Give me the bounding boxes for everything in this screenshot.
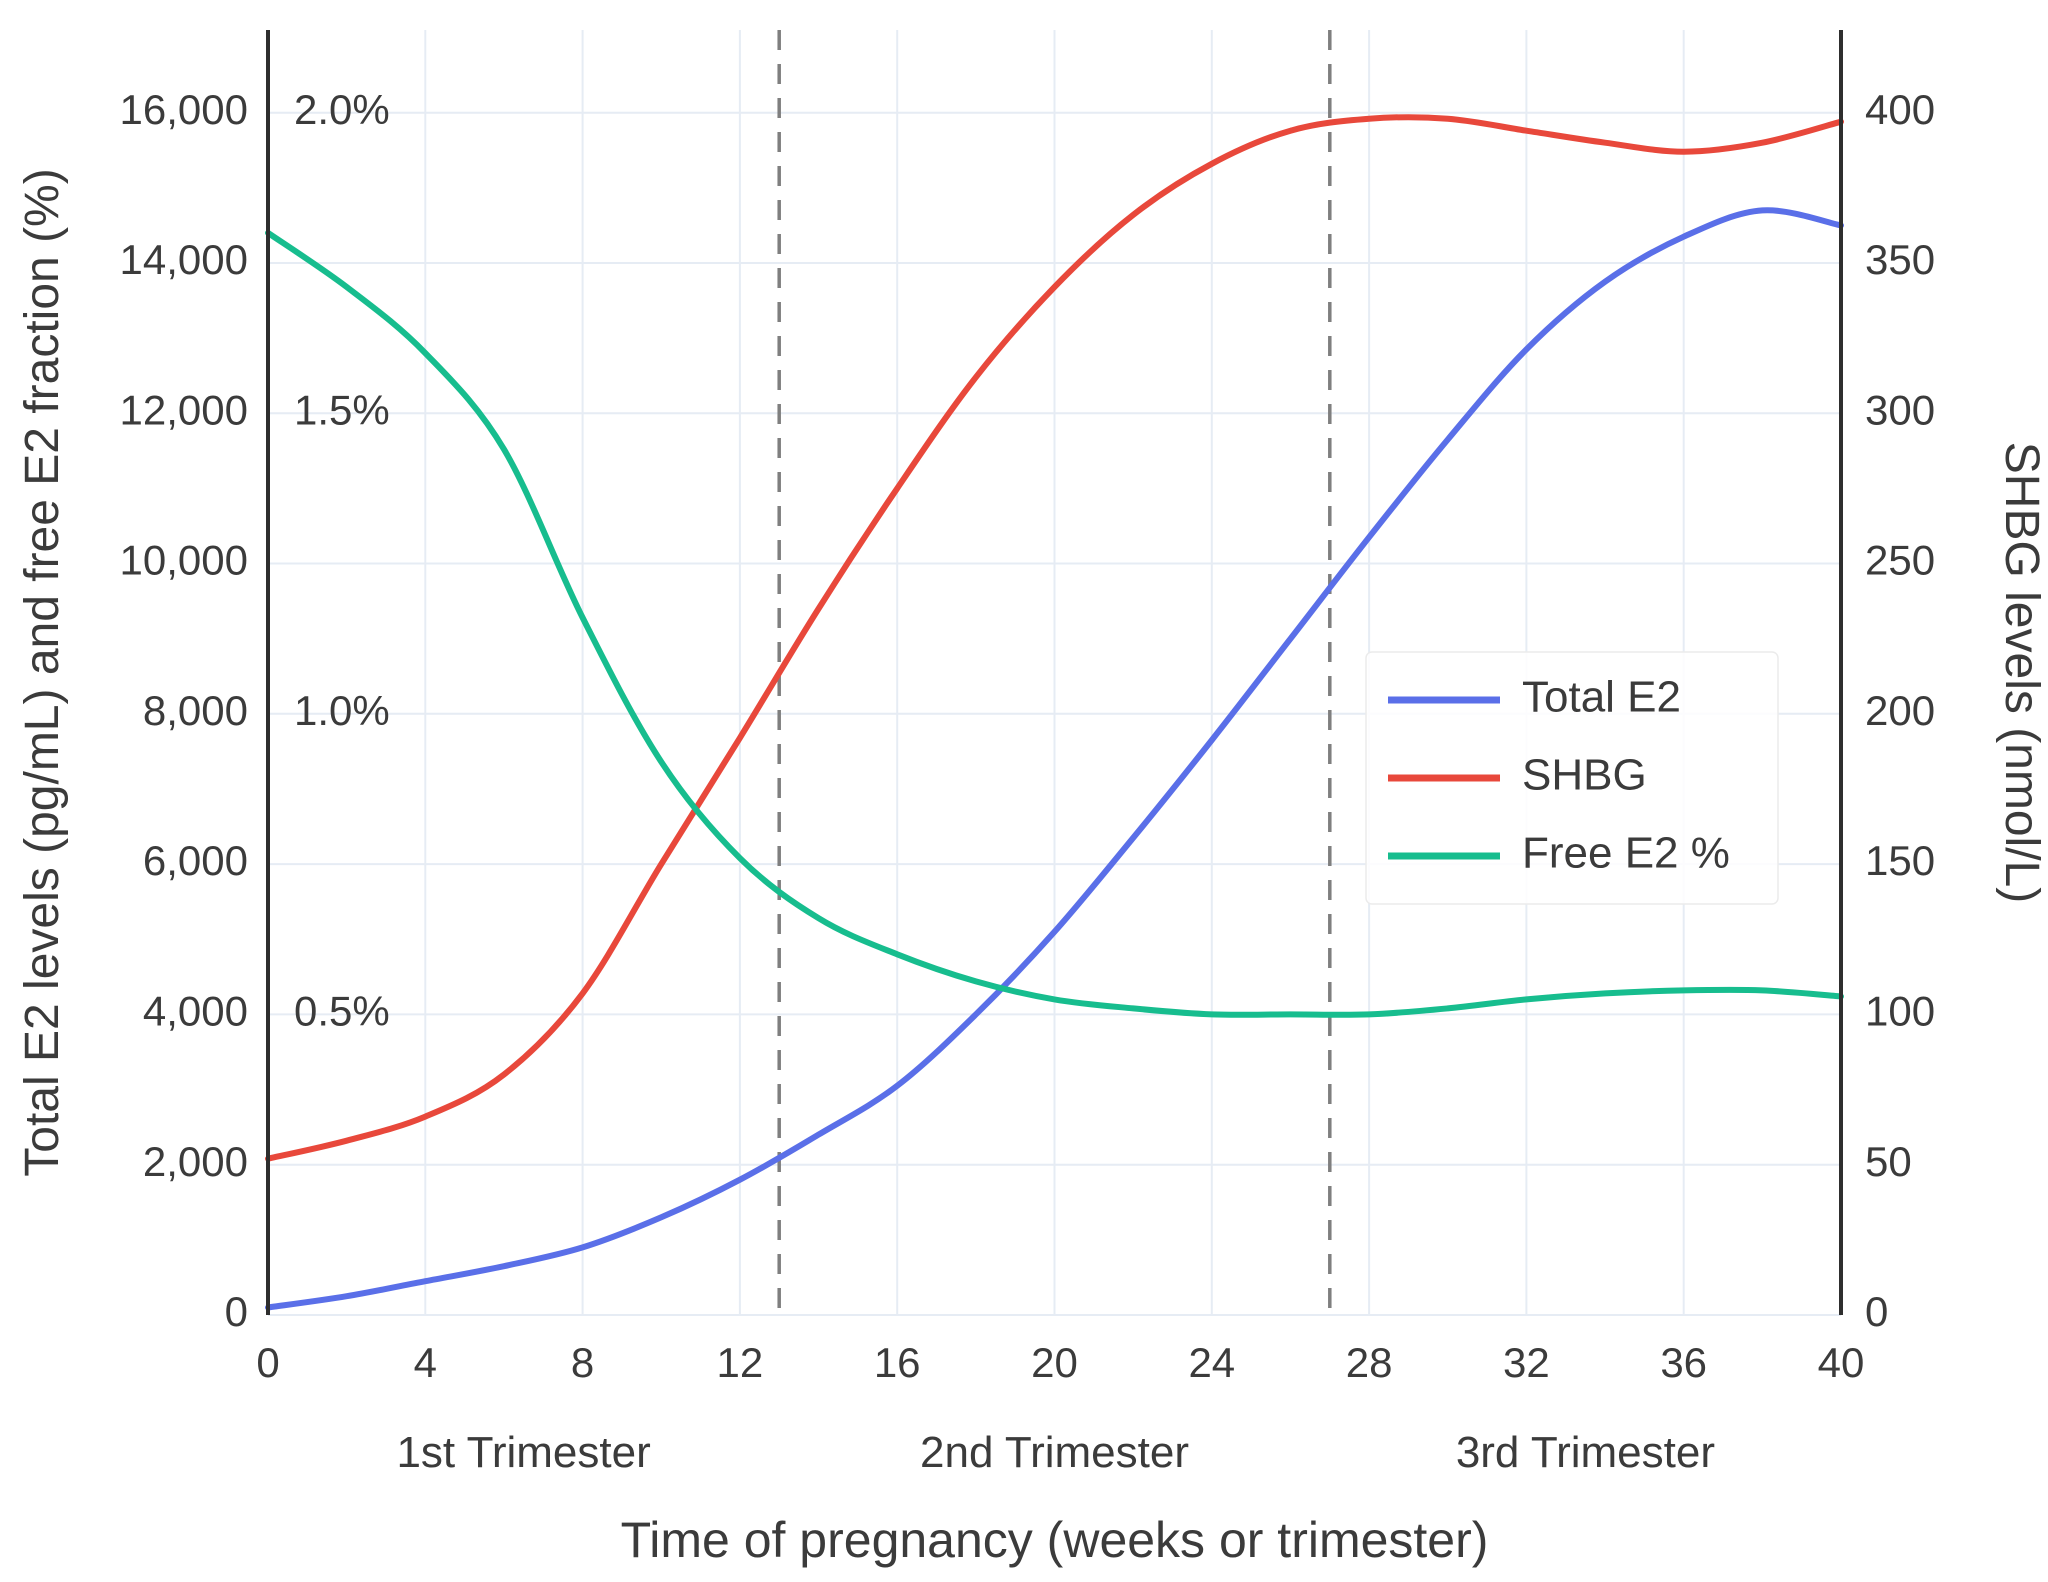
svg-text:32: 32 — [1503, 1339, 1550, 1386]
svg-text:8,000: 8,000 — [143, 687, 248, 734]
svg-text:12: 12 — [717, 1339, 764, 1386]
svg-text:0.5%: 0.5% — [294, 987, 390, 1034]
legend-box — [1365, 651, 1779, 905]
series-shbg — [265, 114, 1844, 1162]
y-axis-left-title: Total E2 levels (pg/mL) and free E2 frac… — [16, 168, 69, 1176]
svg-text:2,000: 2,000 — [143, 1138, 248, 1185]
legend-item-shbg[interactable]: SHBG — [1388, 751, 1647, 800]
legend-item-free-e2[interactable]: Free E2 % — [1388, 829, 1730, 878]
svg-text:6,000: 6,000 — [143, 837, 248, 884]
y-axis-left-ticks: 0 2,000 4,000 6,000 8,000 10,000 12,000 14,000 1… — [120, 86, 248, 1335]
legend-label-shbg: SHBG — [1522, 751, 1647, 800]
svg-text:150: 150 — [1865, 837, 1935, 884]
series-free-e2 — [265, 229, 1844, 1018]
axis-spines — [266, 30, 1843, 1315]
svg-text:16,000: 16,000 — [120, 86, 248, 133]
svg-text:10,000: 10,000 — [120, 537, 248, 584]
free-e2-percent-ticks: 0.5% 1.0% 1.5% 2.0% — [294, 86, 390, 1035]
svg-text:14,000: 14,000 — [120, 236, 248, 283]
svg-text:350: 350 — [1865, 236, 1935, 283]
series-total-e2 — [265, 207, 1844, 1311]
svg-text:1st Trimester: 1st Trimester — [396, 1428, 650, 1477]
trimester-divider-lines — [777, 30, 1332, 1315]
legend[interactable]: Total E2 SHBG Free E2 % — [1365, 651, 1779, 905]
svg-text:1.0%: 1.0% — [294, 687, 390, 734]
svg-text:400: 400 — [1865, 86, 1935, 133]
x-axis-ticks: 0 4 8 12 16 20 24 28 32 36 40 — [256, 1339, 1864, 1386]
svg-text:3rd Trimester: 3rd Trimester — [1456, 1428, 1715, 1477]
svg-text:2.0%: 2.0% — [294, 86, 390, 133]
x-axis-title: Time of pregnancy (weeks or trimester) — [621, 1512, 1489, 1568]
legend-label-free-e2: Free E2 % — [1522, 829, 1730, 878]
svg-text:8: 8 — [571, 1339, 594, 1386]
legend-item-total-e2[interactable]: Total E2 — [1388, 673, 1681, 722]
y-axis-right-ticks: 0 50 100 150 200 250 300 350 400 — [1865, 86, 1935, 1335]
svg-text:12,000: 12,000 — [120, 386, 248, 433]
svg-text:0: 0 — [225, 1288, 248, 1335]
svg-text:250: 250 — [1865, 537, 1935, 584]
svg-text:2nd Trimester: 2nd Trimester — [920, 1428, 1189, 1477]
svg-text:0: 0 — [256, 1339, 279, 1386]
svg-text:200: 200 — [1865, 687, 1935, 734]
svg-text:28: 28 — [1346, 1339, 1393, 1386]
svg-text:50: 50 — [1865, 1138, 1912, 1185]
svg-text:4,000: 4,000 — [143, 987, 248, 1034]
y-axis-right-title: SHBG levels (nmol/L) — [1995, 442, 2048, 903]
svg-text:300: 300 — [1865, 386, 1935, 433]
svg-text:24: 24 — [1188, 1339, 1235, 1386]
svg-text:0: 0 — [1865, 1288, 1888, 1335]
svg-text:20: 20 — [1031, 1339, 1078, 1386]
legend-label-total-e2: Total E2 — [1522, 673, 1681, 722]
svg-text:16: 16 — [874, 1339, 921, 1386]
trimester-labels: 1st Trimester 2nd Trimester 3rd Trimester — [396, 1428, 1715, 1477]
svg-text:1.5%: 1.5% — [294, 386, 390, 433]
svg-text:100: 100 — [1865, 987, 1935, 1034]
svg-text:36: 36 — [1660, 1339, 1707, 1386]
svg-text:40: 40 — [1818, 1339, 1865, 1386]
svg-text:4: 4 — [414, 1339, 437, 1386]
